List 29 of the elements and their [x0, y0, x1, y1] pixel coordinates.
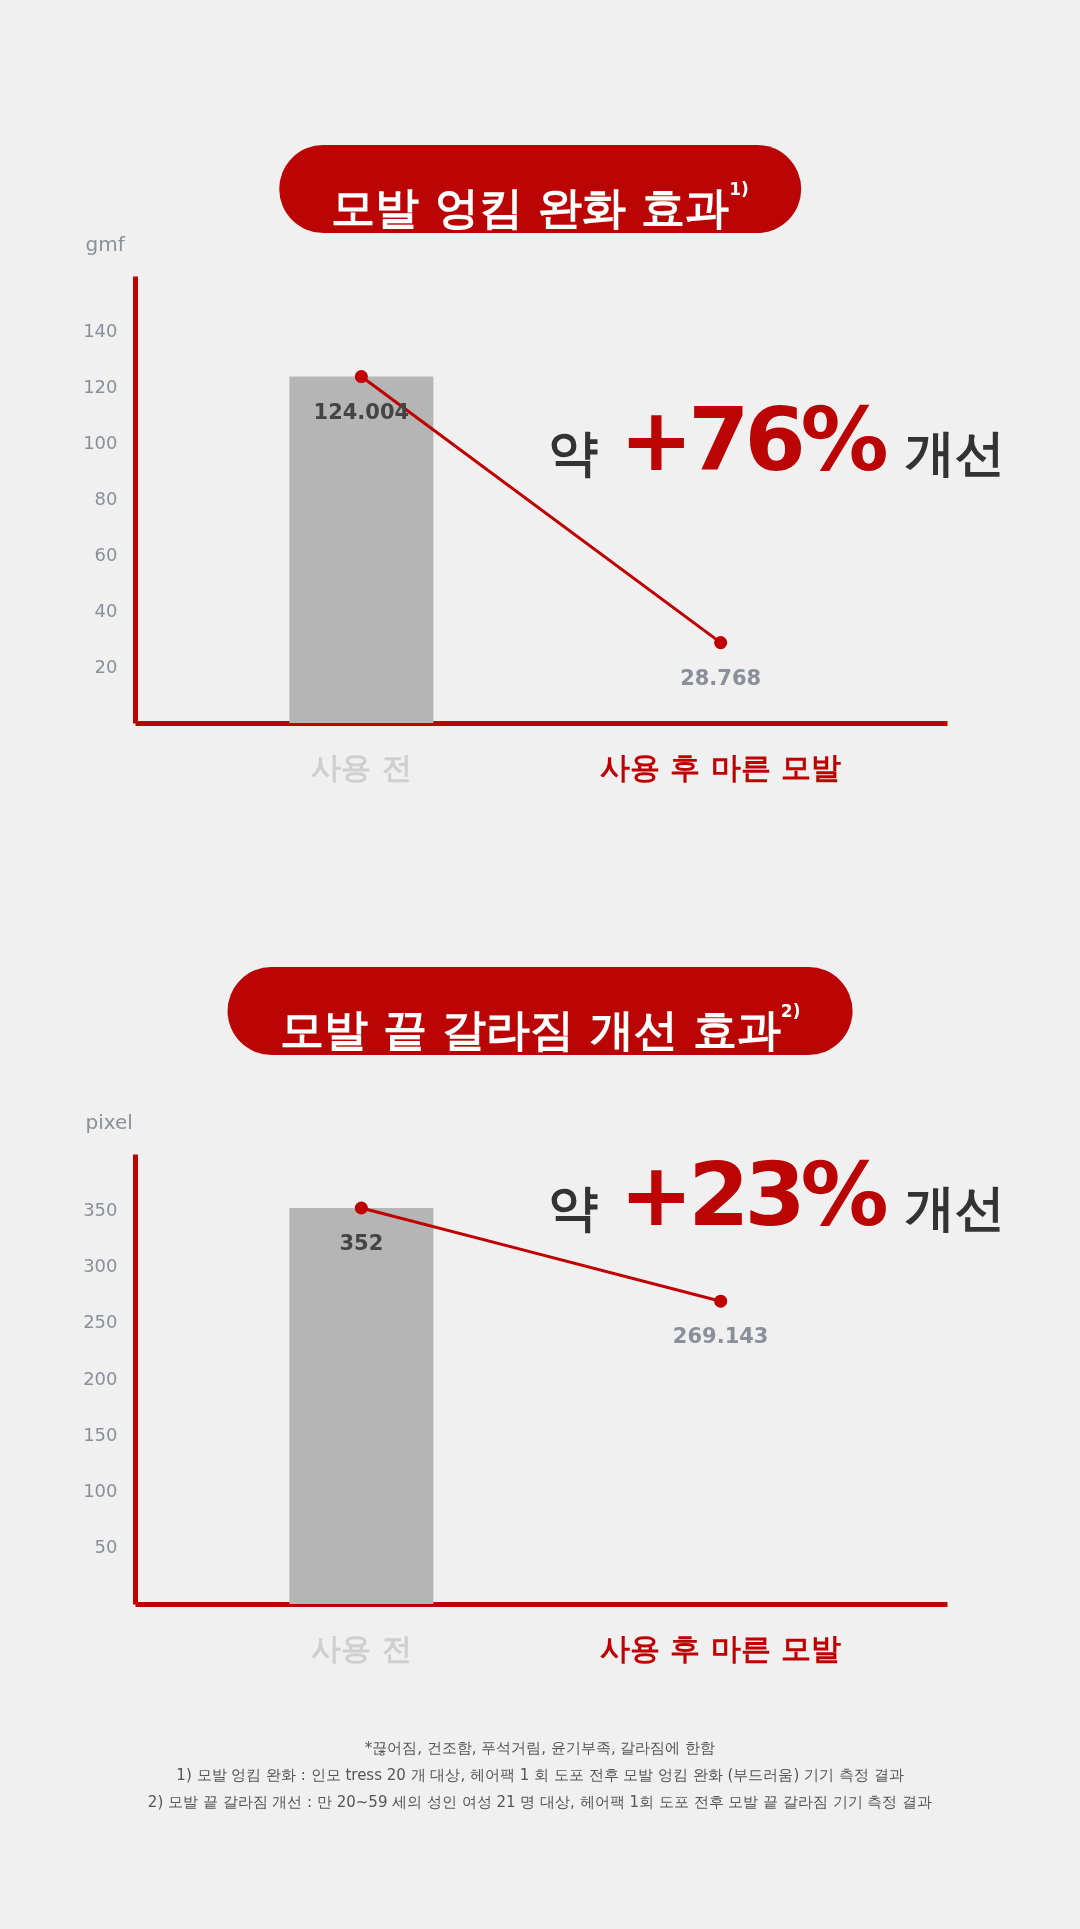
y-tick-label: 350 [83, 1198, 118, 1220]
data-label: 28.768 [680, 665, 762, 690]
y-tick-label: 80 [94, 488, 118, 509]
text: *끊어짐, 건조함, 푸석거림, 윤기부족, 갈라짐에 한함 [363, 1738, 717, 1759]
y-tick-label: 40 [94, 599, 118, 621]
y-tick-label: 300 [83, 1255, 118, 1276]
y-axis-title: pixel [85, 1109, 133, 1134]
y-tick-label: 120 [83, 376, 118, 398]
y-tick-label: 250 [83, 1311, 118, 1333]
y-tick-label: 50 [94, 1536, 118, 1558]
y-tick-label: 150 [83, 1423, 118, 1445]
annotation: 약 +76% 개선 [548, 388, 1006, 491]
y-tick-label: 200 [83, 1367, 118, 1389]
annotation: 약 +23% 개선 [548, 1143, 1006, 1246]
y-tick-label: 100 [83, 1480, 118, 1501]
chart-title: 모발 엉킴 완화 효과$^{1)}$ [279, 145, 801, 233]
y-tick-label: 20 [94, 655, 118, 677]
x-tick-label: 사용 후 마른 모발 [599, 1630, 842, 1666]
chart-title: 모발 끝 갈라짐 개선 효과$^{2)}$ [227, 967, 853, 1055]
text: 2) 모발 끝 갈라짐 개선 : 만 20~59 세의 성인 여성 21 명 대상, 헤어팩 1회 도포 전후 모발 끝 갈라짐 기기 측정 결과 [146, 1792, 934, 1813]
data-label: 124.004 [313, 399, 410, 424]
text: 1) 모발 엉킴 완화 : 인모 tress 20 개 대상, 헤어팩 1 회 도포 전후 모발 엉킴 완화 (부드러움) 기기 측정 결과 [175, 1765, 905, 1786]
x-tick-label: 사용 후 마른 모발 [599, 749, 842, 785]
y-tick-label: 60 [94, 543, 118, 565]
y-tick-label: 100 [83, 432, 118, 454]
y-tick-label: 140 [83, 320, 118, 342]
y-axis-title: gmf [85, 231, 126, 256]
data-label: 269.143 [672, 1324, 769, 1349]
data-label: 352 [339, 1231, 384, 1255]
